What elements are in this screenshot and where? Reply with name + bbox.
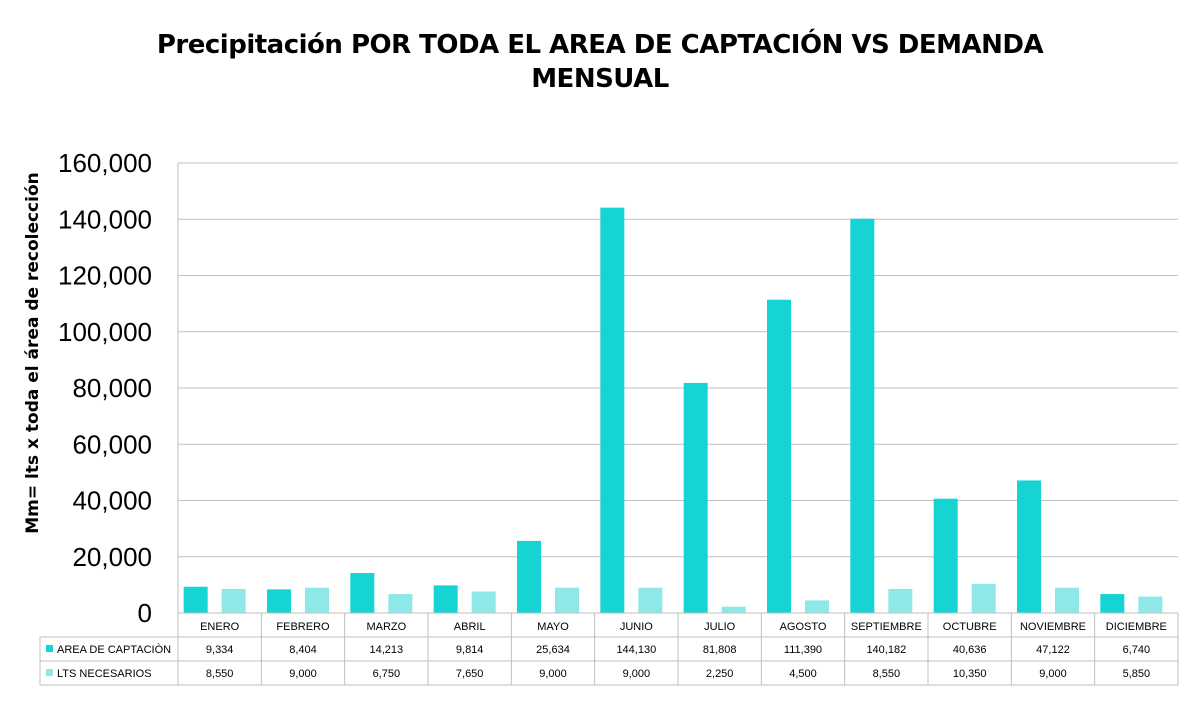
category-label: SEPTIEMBRE [851,621,922,633]
y-tick-label: 40,000 [72,486,152,516]
y-tick-label: 0 [138,598,152,628]
bar-area-captacion [933,498,958,613]
bar-area-captacion [267,589,291,613]
bar-area-captacion [1100,594,1125,613]
bar-lts-necesarios [721,606,746,613]
category-label: ABRIL [454,621,486,633]
data-table: ENERO FEBRERO MARZO ABRIL MAYO JUNIO JULIO AGOS… [39,612,1179,686]
data-cell: 9,000 [539,668,567,680]
bar-area-captacion [600,207,625,613]
data-cell: 81,808 [703,644,737,656]
data-cell: 2,250 [706,668,734,680]
data-cell: 4,500 [789,668,817,680]
bar-lts-necesarios [388,594,413,613]
bar-lts-necesarios [1138,596,1163,613]
y-axis-label: Mm= lts x toda el área de recolección [23,172,43,534]
data-cell: 111,390 [784,644,822,656]
bar-lts-necesarios [971,583,996,613]
data-cell: 9,814 [456,644,484,656]
bar-area-captacion [683,382,708,613]
data-cell: 8,404 [289,644,317,656]
y-tick-label: 20,000 [72,542,152,572]
y-tick-label: 60,000 [72,429,152,459]
bar-lts-necesarios [638,587,663,613]
y-tick-label: 120,000 [58,261,152,291]
category-label: OCTUBRE [943,621,997,633]
chart-title: Precipitación POR TODA EL AREA DE CAPTAC… [156,30,1044,94]
y-tick-label: 160,000 [58,148,152,178]
bar-area-captacion [517,540,541,613]
y-axis-ticks: 0 20,000 40,000 60,000 80,000 100,000 120,000 1… [58,148,152,628]
y-tick-label: 100,000 [58,317,152,347]
category-label: MARZO [366,621,406,633]
data-cell: 14,213 [370,644,404,656]
data-cell: 5,850 [1123,668,1151,680]
data-cell: 40,636 [953,644,987,656]
bar-lts-necesarios [805,600,829,613]
category-label: ENERO [200,621,240,633]
bar-area-captacion [767,299,791,613]
data-cell: 6,740 [1123,644,1151,656]
category-label: AGOSTO [780,621,827,633]
data-cell: 9,000 [623,668,651,680]
data-cell: 6,750 [373,668,401,680]
bar-area-captacion [1017,480,1041,613]
data-cell: 9,334 [206,644,234,656]
data-cell: 7,650 [456,668,484,680]
data-cell: 9,000 [1039,668,1067,680]
bar-area-captacion [350,573,375,613]
bar-lts-necesarios [555,587,579,613]
legend-entry: LTS NECESARIOS [57,668,152,680]
category-label: DICIEMBRE [1106,621,1167,633]
bar-area-captacion [850,218,875,613]
legend-swatch [46,645,53,652]
bar-lts-necesarios [1055,587,1079,613]
category-label: FEBRERO [276,621,330,633]
data-cell: 9,000 [289,668,317,680]
legend-entry: AREA DE CAPTACIÒN [57,643,171,656]
bar-area-captacion [183,586,208,613]
data-cell: 10,350 [953,668,987,680]
bars [183,207,1163,613]
gridlines [177,162,1178,614]
category-label: NOVIEMBRE [1020,621,1086,633]
bar-lts-necesarios [888,588,913,613]
data-cell: 144,130 [616,644,656,656]
bar-lts-necesarios [221,588,246,613]
bar-lts-necesarios [471,591,496,613]
category-label: JUNIO [620,621,653,633]
data-cell: 8,550 [206,668,234,680]
bar-area-captacion [433,585,458,613]
category-label: JULIO [704,621,736,633]
data-cell: 25,634 [536,644,570,656]
y-tick-label: 80,000 [72,373,152,403]
category-label: MAYO [537,621,569,633]
y-tick-label: 140,000 [58,204,152,234]
legend-swatch [46,669,53,676]
data-cell: 47,122 [1036,644,1070,656]
data-cell: 140,182 [866,644,906,656]
data-cell: 8,550 [873,668,901,680]
bar-lts-necesarios [305,587,329,613]
